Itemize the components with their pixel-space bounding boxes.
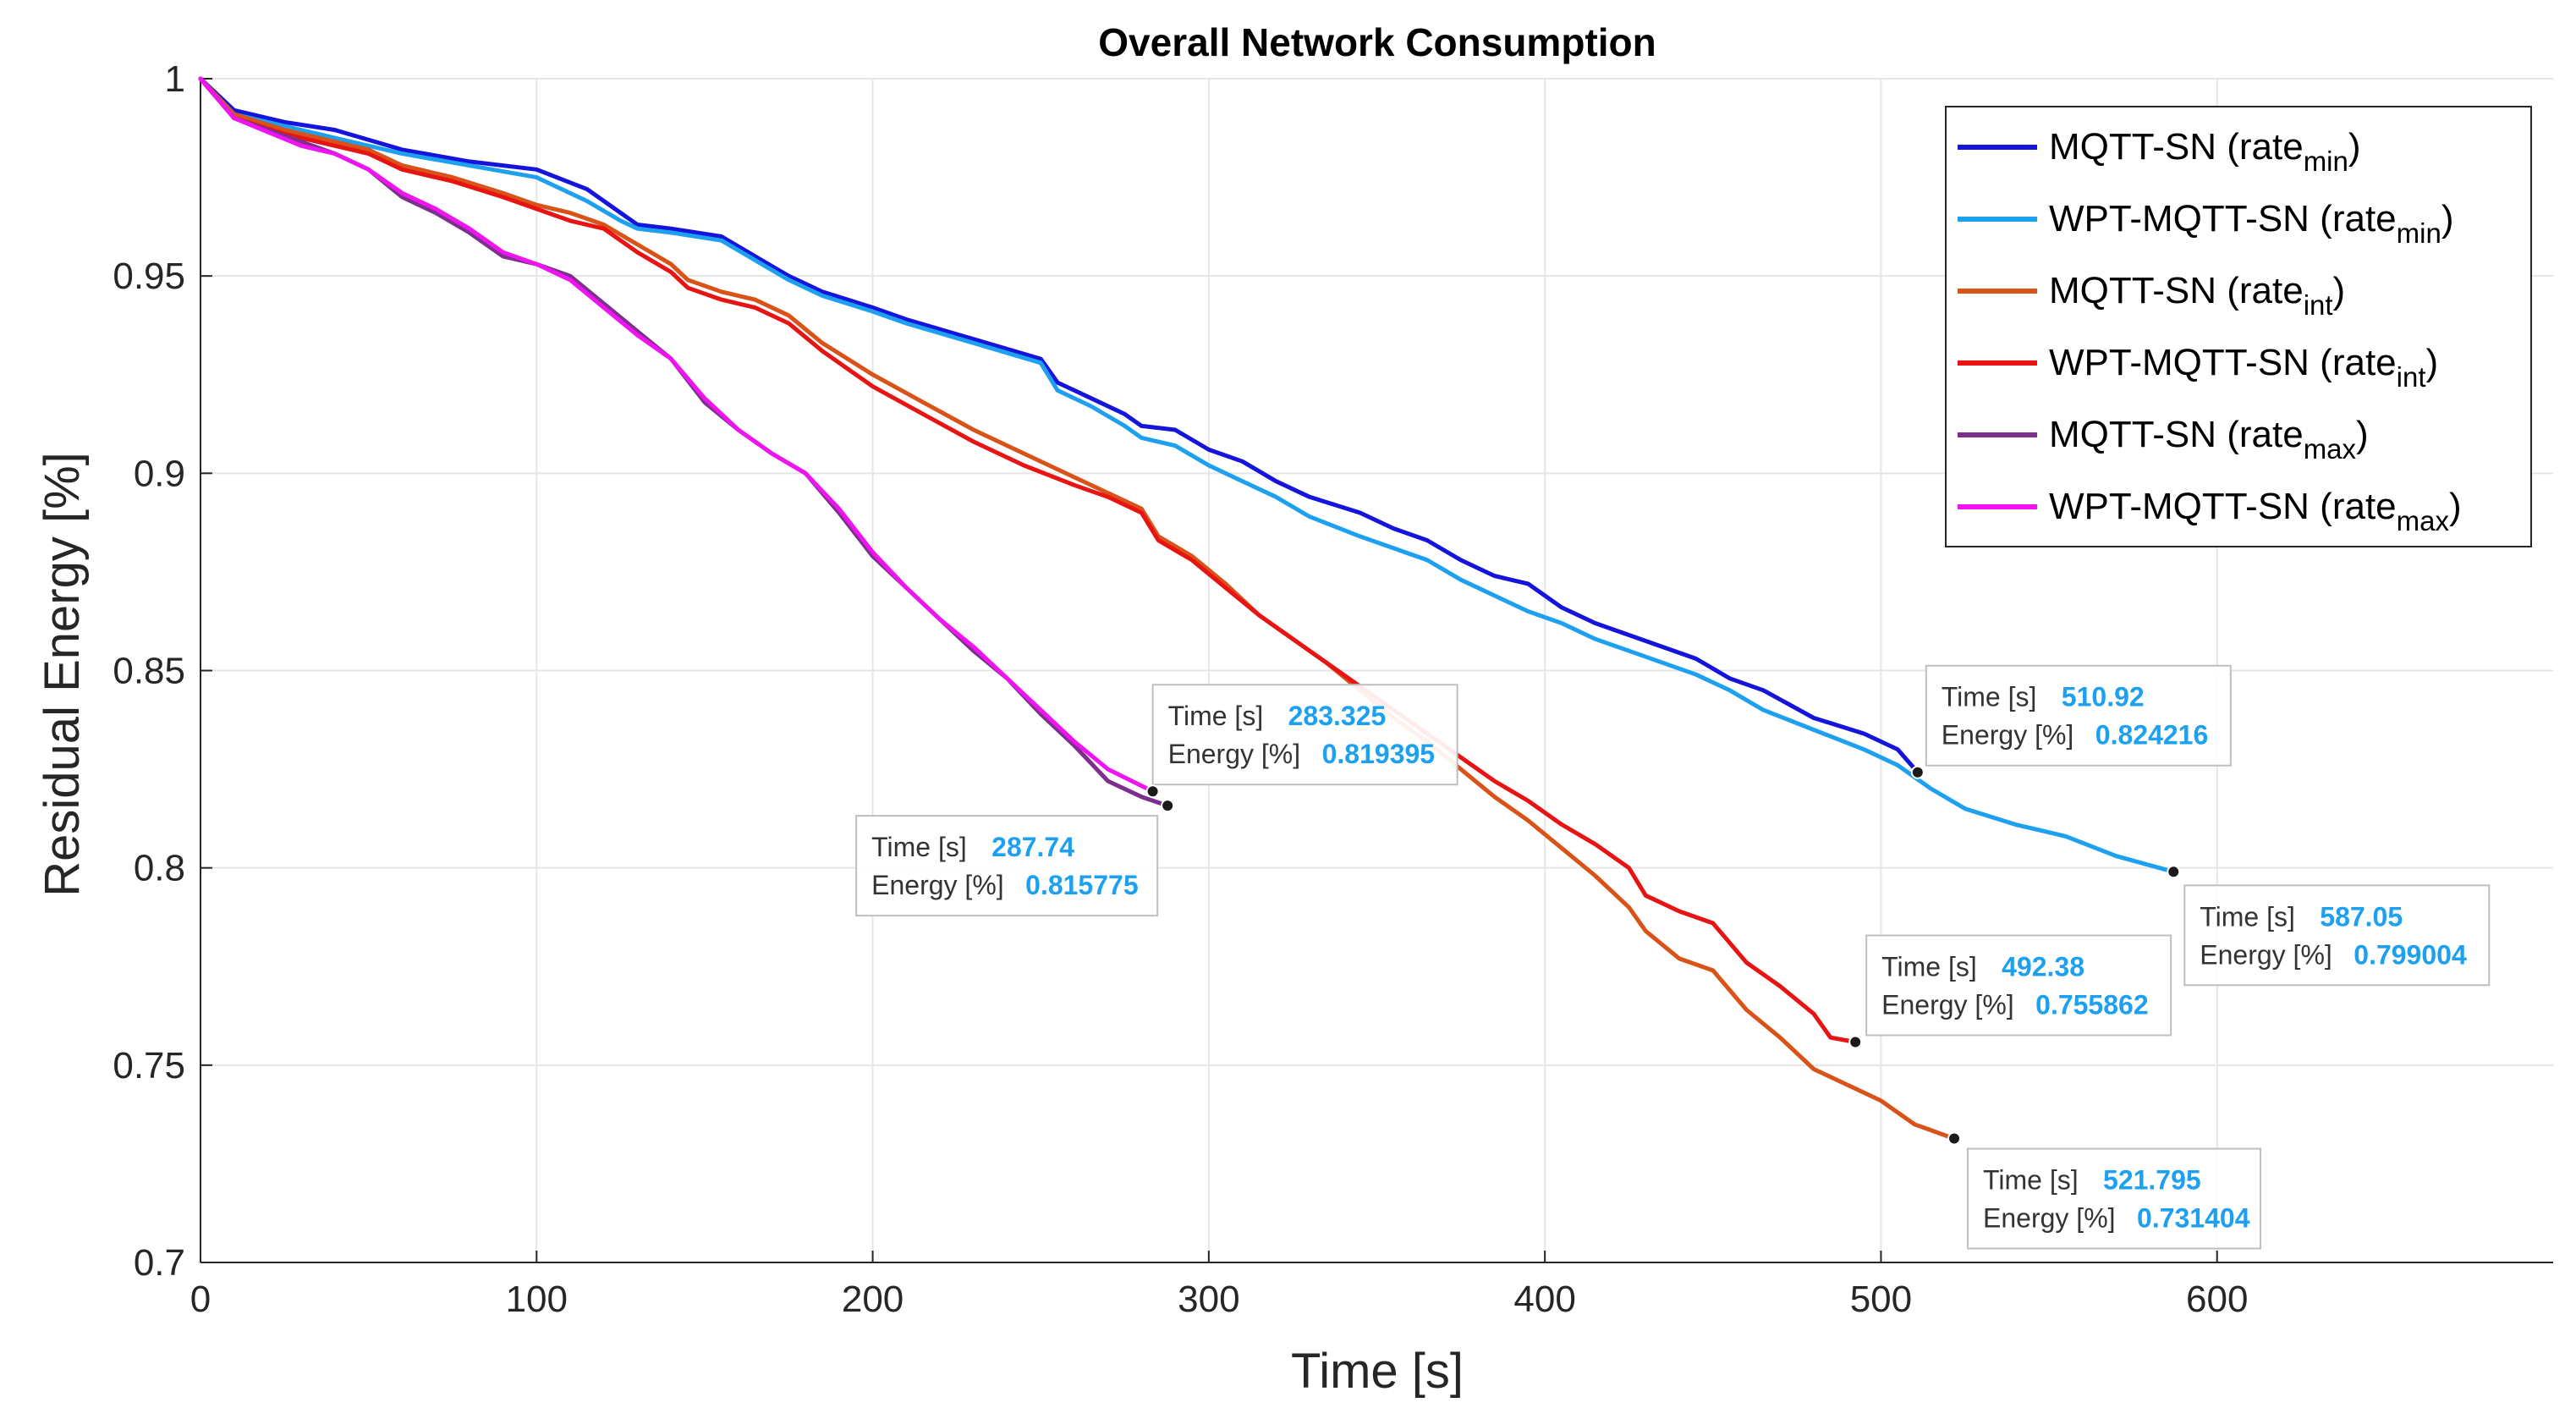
legend-subscript: int [2397, 361, 2426, 393]
legend-subscript: max [2304, 433, 2357, 465]
legend-close-paren: ) [2426, 342, 2439, 383]
datatip-time-label: Time [s] [1881, 951, 1977, 982]
y-tick-label: 0.85 [113, 651, 185, 692]
legend-label: WPT-MQTT-SN (rate [2049, 486, 2397, 527]
legend-close-paren: ) [2449, 486, 2462, 527]
datatip-energy-value: 0.819395 [1322, 739, 1435, 769]
datatip-marker[interactable] [1145, 784, 1160, 799]
x-tick-label: 0 [190, 1279, 211, 1320]
series-line-5 [198, 76, 1156, 794]
chart-title: Overall Network Consumption [1098, 20, 1656, 64]
datatip-box [855, 815, 1159, 917]
series-line-3 [198, 76, 1858, 1044]
legend-subscript: min [2304, 146, 2348, 177]
datatip-marker[interactable] [1161, 799, 1175, 813]
datatip-energy-value: 0.731404 [2137, 1203, 2250, 1234]
datatip-energy-label: Energy [%] [1983, 1203, 2116, 1234]
datatip-energy-label: Energy [%] [1881, 989, 2014, 1020]
datatip-box [2183, 884, 2491, 987]
datatip-marker[interactable] [2167, 865, 2181, 879]
legend-label: MQTT-SN (rate [2049, 414, 2304, 455]
legend-label: MQTT-SN (rate [2049, 126, 2304, 168]
datatip-time-value: 283.325 [1288, 701, 1387, 731]
legend-entry-1[interactable]: WPT-MQTT-SN (ratemin) [2049, 198, 2454, 249]
datatip-time-label: Time [s] [1168, 701, 1264, 731]
datatip-marker[interactable] [1848, 1035, 1863, 1049]
datatip-energy-label: Energy [%] [1942, 720, 2074, 751]
datatip-marker[interactable] [1910, 765, 1925, 779]
y-tick-label: 0.8 [134, 848, 185, 889]
datatip-energy-value: 0.815775 [1025, 870, 1138, 900]
series-line-1 [198, 76, 2176, 874]
datatip-time-value: 587.05 [2320, 901, 2403, 932]
x-tick-label: 200 [842, 1279, 904, 1320]
legend-label: WPT-MQTT-SN (rate [2049, 198, 2397, 239]
legend-label: MQTT-SN (rate [2049, 270, 2304, 311]
y-tick-label: 0.7 [134, 1242, 185, 1284]
x-tick-label: 600 [2186, 1279, 2248, 1320]
datatip-energy-value: 0.824216 [2095, 720, 2208, 751]
datatip-energy-label: Energy [%] [1168, 739, 1301, 769]
datatip-time-label: Time [s] [871, 832, 967, 862]
datatip-time-value: 510.92 [2062, 682, 2145, 712]
x-tick-label: 100 [506, 1279, 568, 1320]
datatip-time-value: 521.795 [2103, 1165, 2201, 1196]
datatip-energy-value: 0.799004 [2354, 939, 2467, 970]
legend-label: WPT-MQTT-SN (rate [2049, 342, 2397, 383]
legend-subscript: max [2397, 505, 2450, 536]
datatip-box [1925, 664, 2232, 767]
datatip-marker[interactable] [1947, 1131, 1962, 1146]
datatip-time-label: Time [s] [1983, 1165, 2079, 1196]
legend-entry-5[interactable]: WPT-MQTT-SN (ratemax) [2049, 486, 2462, 536]
datatip-box [1865, 934, 2172, 1037]
x-tick-label: 400 [1513, 1279, 1575, 1320]
datatip-time-label: Time [s] [1942, 682, 2037, 712]
legend-subscript: min [2397, 217, 2441, 249]
legend-entry-2[interactable]: MQTT-SN (rateint) [2049, 270, 2345, 321]
legend-close-paren: ) [2348, 126, 2361, 168]
plot-series [198, 76, 2176, 1141]
datatip-time-value: 287.74 [991, 832, 1074, 862]
y-tick-label: 0.9 [134, 453, 185, 494]
datatip-energy-label: Energy [%] [2200, 939, 2332, 970]
legend-close-paren: ) [2441, 198, 2454, 239]
axes: 0 100 200 300 400 500 600 0.7 0.75 0.8 0.85 0.9 0.95… [113, 58, 2553, 1320]
x-tick-label: 300 [1178, 1279, 1239, 1320]
x-axis-title: Time [s] [1291, 1344, 1464, 1399]
datatip-box [1151, 684, 1458, 786]
datatips: Time [s] 510.92 Energy [%] 0.824216 Time [s]… [855, 664, 2491, 1250]
y-axis-title: Residual Energy [%] [35, 452, 90, 896]
y-tick-label: 0.75 [113, 1045, 185, 1086]
datatip-box [1967, 1147, 2262, 1250]
legend-close-paren: ) [2333, 270, 2346, 311]
datatip-energy-value: 0.755862 [2035, 989, 2148, 1020]
datatip-energy-label: Energy [%] [871, 870, 1004, 900]
legend-entry-3[interactable]: WPT-MQTT-SN (rateint) [2049, 342, 2438, 393]
legend-close-paren: ) [2356, 414, 2369, 455]
legend[interactable]: MQTT-SN (ratemin)WPT-MQTT-SN (ratemin)MQ… [1945, 106, 2532, 547]
legend-entry-0[interactable]: MQTT-SN (ratemin) [2049, 126, 2361, 177]
y-tick-label: 0.95 [113, 256, 185, 297]
legend-subscript: int [2304, 289, 2333, 321]
legend-entry-4[interactable]: MQTT-SN (ratemax) [2049, 414, 2369, 465]
datatip-time-label: Time [s] [2200, 901, 2295, 932]
series-line-0 [198, 76, 1920, 775]
datatip-time-value: 492.38 [2002, 951, 2084, 982]
legend-box [1945, 106, 2532, 547]
x-tick-label: 500 [1850, 1279, 1912, 1320]
y-tick-label: 1 [165, 58, 185, 100]
